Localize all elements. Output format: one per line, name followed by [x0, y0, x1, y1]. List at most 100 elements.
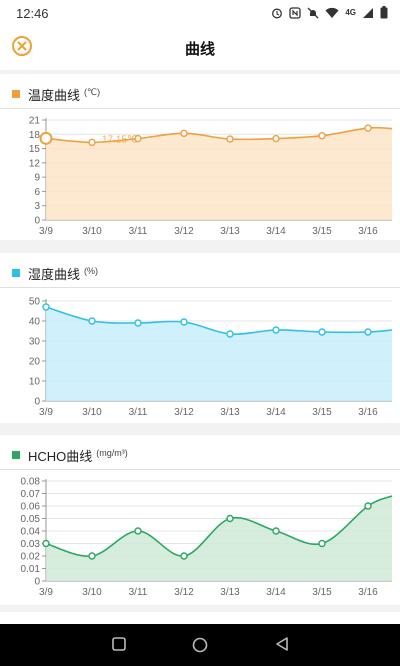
- divider: [0, 108, 400, 109]
- temperature-chart[interactable]: 0 3 6 9 12 15 18 21 3/9 3/10 3/11 3/12 3/13 3/14 3/15 3…: [0, 110, 400, 240]
- alarm-icon: [272, 8, 283, 18]
- network-label: 4G: [345, 8, 356, 17]
- chart-title: HCHO曲线: [28, 448, 93, 464]
- battery-icon: [380, 6, 388, 19]
- y-tick-label: 40: [29, 317, 41, 328]
- data-point: [364, 124, 372, 132]
- status-icons: 4G: [271, 6, 388, 19]
- x-tick-label: 3/11: [129, 226, 148, 237]
- series-area: [46, 307, 392, 401]
- temperature-chart-card: 温度曲线 (℃) 0 3 6 9 12 15 18 21 3/9 3/10 3/11 3/12 3/13…: [0, 74, 400, 240]
- data-point: [318, 328, 326, 336]
- legend-square: [12, 269, 20, 277]
- y-tick-label: 12: [29, 158, 41, 169]
- x-tick-label: 3/12: [174, 407, 194, 418]
- y-tick-label: 30: [29, 337, 41, 348]
- data-point: [42, 539, 50, 548]
- recent-apps-icon[interactable]: [111, 636, 127, 652]
- status-time: 12:46: [16, 6, 49, 21]
- data-point: [88, 138, 96, 147]
- y-tick-label: 0.01: [21, 564, 41, 575]
- humidity-chart-card: 湿度曲线 (%) 0 10 20 30 40 50 3/9 3/10 3/11 3/12 3/13 3…: [0, 253, 400, 423]
- x-tick-label: 3/10: [82, 226, 102, 237]
- page-title: 曲线: [184, 41, 215, 58]
- chart-title: 温度曲线: [28, 87, 81, 103]
- x-tick-label: 3/15: [312, 407, 332, 418]
- app-bar: 曲线: [0, 28, 400, 70]
- x-tick-label: 3/13: [220, 226, 240, 237]
- data-point: [318, 539, 326, 548]
- wifi-icon: [325, 7, 339, 18]
- data-point: [134, 134, 142, 143]
- y-tick-label: 9: [34, 173, 40, 184]
- back-icon[interactable]: [274, 636, 290, 652]
- x-tick-label: 3/15: [312, 226, 332, 237]
- selected-value-label: 17.15℃: [102, 134, 138, 145]
- data-point: [226, 514, 234, 523]
- signal-icon: [363, 7, 373, 18]
- x-tick-label: 3/11: [129, 407, 148, 418]
- y-tick-label: 0: [34, 216, 40, 227]
- chart-unit: (mg/m³): [96, 448, 128, 458]
- legend-square: [12, 451, 20, 459]
- data-point: [88, 552, 96, 560]
- data-point: [180, 129, 188, 138]
- x-tick-label: 3/9: [39, 226, 53, 237]
- hcho-chart-card: HCHO曲线 (mg/m³) 0 0.01 0.02 0.03 0.04 0.05 0.06…: [0, 435, 400, 605]
- x-tick-label: 3/9: [39, 587, 53, 598]
- x-tick-label: 3/16: [358, 407, 378, 418]
- y-tick-label: 0.03: [21, 539, 41, 550]
- y-tick-label: 15: [29, 144, 41, 155]
- y-tick-label: 0.05: [21, 514, 41, 525]
- chart-title: 湿度曲线: [28, 266, 81, 282]
- y-tick-label: 0.07: [21, 489, 41, 500]
- y-tick-label: 0.04: [21, 527, 41, 538]
- data-point: [180, 318, 188, 326]
- x-tick-label: 3/10: [82, 407, 102, 418]
- y-tick-label: 6: [34, 187, 40, 198]
- y-tick-label: 10: [29, 377, 41, 388]
- data-point: [42, 303, 50, 311]
- data-point: [134, 319, 142, 327]
- home-icon[interactable]: [191, 636, 209, 654]
- next-card-peek: [0, 612, 400, 624]
- y-tick-label: 0.08: [21, 477, 41, 488]
- x-tick-label: 3/16: [358, 226, 378, 237]
- data-point: [272, 527, 280, 535]
- chart-unit: (℃): [84, 86, 101, 97]
- y-tick-label: 0.02: [21, 552, 41, 563]
- x-tick-label: 3/12: [174, 226, 194, 237]
- data-point: [272, 326, 280, 334]
- divider: [0, 469, 400, 470]
- hcho-chart[interactable]: 0 0.010.02 0.030.04 0.050.06 0.070.08 3/9 3/10…: [0, 471, 400, 605]
- humidity-chart[interactable]: 0 10 20 30 40 50 3/9 3/10 3/11 3/12 3/13 3/14 3/15 3/…: [0, 289, 400, 421]
- y-tick-label: 0: [34, 577, 40, 588]
- chart-unit: (%): [84, 266, 99, 276]
- y-tick-label: 0: [34, 397, 40, 408]
- mute-icon: [307, 7, 319, 18]
- data-point: [180, 552, 188, 560]
- chart-header: 温度曲线 (℃): [12, 84, 100, 104]
- x-tick-label: 3/14: [266, 407, 286, 418]
- x-tick-label: 3/14: [266, 587, 286, 598]
- y-tick-label: 20: [29, 357, 41, 368]
- series-area: [46, 127, 392, 220]
- chart-header: 湿度曲线 (%): [12, 263, 98, 283]
- x-tick-label: 3/10: [82, 587, 102, 598]
- x-tick-label: 3/9: [39, 407, 53, 418]
- close-circle-icon[interactable]: [10, 34, 34, 58]
- y-tick-label: 3: [34, 201, 40, 212]
- chart-header: HCHO曲线 (mg/m³): [12, 445, 128, 465]
- data-point: [134, 527, 142, 535]
- x-tick-label: 3/14: [266, 226, 286, 237]
- legend-square: [12, 90, 20, 98]
- series-area: [46, 496, 392, 581]
- nfc-icon: [289, 6, 301, 19]
- x-tick-label: 3/15: [312, 587, 332, 598]
- x-tick-label: 3/12: [174, 587, 194, 598]
- data-point: [88, 317, 96, 325]
- x-tick-label: 3/13: [220, 407, 240, 418]
- status-bar: 12:46 4G: [0, 0, 400, 28]
- y-tick-label: 50: [29, 297, 41, 308]
- data-point: [272, 134, 280, 143]
